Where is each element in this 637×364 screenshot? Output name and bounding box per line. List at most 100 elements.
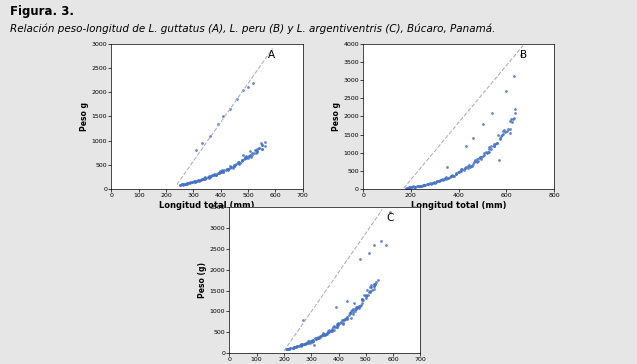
Point — [329, 323, 339, 329]
Point — [209, 172, 219, 178]
Point — [440, 175, 450, 181]
Point — [345, 308, 355, 314]
Point — [352, 305, 362, 310]
Point — [357, 296, 368, 302]
Point — [407, 184, 417, 190]
Point — [309, 342, 319, 348]
Point — [499, 127, 509, 133]
Point — [255, 141, 266, 146]
Point — [363, 292, 373, 298]
Point — [456, 168, 466, 174]
Point — [331, 323, 341, 328]
Point — [454, 169, 464, 175]
Point — [207, 172, 217, 178]
Point — [254, 145, 264, 151]
Point — [260, 139, 270, 145]
Point — [357, 296, 368, 302]
Point — [487, 110, 497, 116]
Point — [412, 183, 422, 189]
Point — [352, 305, 362, 310]
Point — [234, 161, 244, 167]
Point — [229, 162, 240, 168]
Point — [259, 143, 269, 149]
Point — [229, 163, 240, 169]
Point — [194, 177, 204, 183]
Point — [419, 182, 429, 188]
Point — [182, 181, 192, 187]
Point — [323, 328, 333, 334]
Point — [287, 345, 297, 351]
Point — [438, 177, 448, 183]
Point — [300, 341, 310, 347]
Point — [472, 159, 482, 165]
Point — [425, 180, 435, 186]
Point — [204, 133, 215, 139]
Point — [294, 343, 304, 348]
Point — [318, 332, 329, 338]
Point — [351, 306, 361, 312]
Point — [370, 281, 380, 287]
Point — [405, 185, 415, 190]
Point — [209, 171, 219, 177]
Point — [177, 181, 187, 187]
Point — [257, 142, 267, 148]
Point — [492, 140, 502, 146]
Point — [436, 177, 447, 183]
Point — [415, 183, 425, 189]
Point — [222, 166, 232, 172]
Text: Relación peso-longitud de L. guttatus (A), L. peru (B) y L. argentiventris (C), : Relación peso-longitud de L. guttatus (A… — [10, 24, 495, 34]
Point — [361, 292, 371, 298]
Point — [180, 181, 190, 187]
Point — [461, 143, 471, 149]
Point — [248, 80, 259, 86]
Point — [496, 136, 506, 142]
Point — [333, 324, 343, 330]
Text: B: B — [520, 50, 527, 59]
Point — [417, 183, 427, 189]
Point — [464, 162, 475, 168]
Point — [340, 316, 350, 322]
Point — [250, 147, 260, 153]
Point — [283, 346, 294, 352]
Point — [236, 158, 247, 164]
Point — [182, 181, 192, 187]
Point — [361, 296, 371, 301]
Point — [451, 171, 461, 177]
Point — [350, 308, 360, 314]
Point — [451, 171, 461, 177]
Point — [215, 170, 225, 175]
Point — [180, 181, 190, 187]
Point — [347, 307, 357, 313]
Point — [359, 292, 369, 298]
Point — [311, 336, 321, 342]
Point — [348, 306, 358, 312]
Point — [326, 328, 336, 334]
Point — [338, 321, 348, 327]
Point — [469, 159, 479, 165]
Y-axis label: Peso (g): Peso (g) — [197, 262, 207, 298]
Point — [333, 321, 343, 327]
Point — [294, 343, 304, 348]
Point — [229, 163, 239, 169]
Point — [307, 337, 317, 343]
Point — [233, 160, 243, 166]
Point — [213, 121, 223, 127]
Point — [498, 131, 508, 137]
X-axis label: Longitud total (mm): Longitud total (mm) — [159, 201, 255, 210]
Point — [214, 170, 224, 175]
Point — [241, 155, 252, 161]
Point — [324, 327, 334, 333]
Point — [239, 156, 249, 162]
Point — [218, 167, 229, 173]
Point — [289, 345, 299, 351]
Point — [423, 181, 433, 187]
Point — [254, 146, 264, 151]
Point — [332, 324, 342, 330]
Point — [423, 181, 433, 187]
Point — [410, 184, 420, 190]
Point — [414, 183, 424, 189]
Point — [364, 250, 374, 256]
Point — [461, 164, 471, 170]
Point — [348, 311, 359, 317]
Point — [204, 173, 215, 179]
